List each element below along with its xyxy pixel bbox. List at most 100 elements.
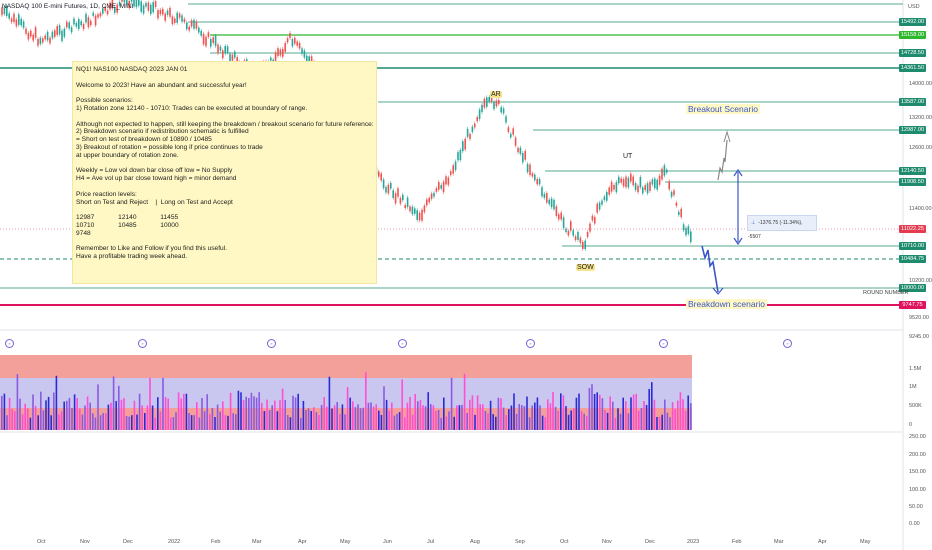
volume-bar [448, 411, 450, 430]
candle-body [630, 173, 632, 182]
candle-body [526, 163, 529, 173]
candle-body [1, 7, 3, 16]
volume-bar [518, 404, 520, 430]
candle-body [682, 224, 685, 231]
candle-body [306, 55, 308, 62]
volume-bar [437, 409, 440, 430]
volume-bar [159, 411, 162, 430]
volume-bar [474, 414, 476, 430]
volume-bar [513, 393, 515, 430]
candle-body [536, 178, 538, 185]
candle-body [399, 197, 402, 204]
candle-body [471, 126, 474, 132]
volume-bar [21, 414, 24, 430]
time-tick: Apr [818, 539, 827, 545]
volume-bar [471, 395, 474, 430]
candle-body [126, 0, 128, 5]
candle-body [423, 205, 426, 213]
price-tag: 13587.00 [899, 98, 926, 106]
volume-bar [14, 411, 16, 430]
volume-bar [690, 403, 692, 430]
candle-body [58, 25, 61, 35]
candle-body [406, 197, 409, 208]
volume-bar [105, 413, 107, 430]
candle-body [37, 38, 39, 46]
price-tag: 14361.50 [899, 64, 926, 72]
price-tick: 12600.00 [909, 145, 932, 151]
volume-bar [684, 410, 687, 430]
time-tick: Nov [602, 539, 612, 545]
volume-bar [339, 414, 341, 430]
candle-body [382, 179, 385, 189]
event-marker-icon[interactable]: » [138, 339, 147, 348]
candle-body [462, 141, 464, 152]
volume-bar [320, 404, 323, 430]
candle-body [610, 181, 613, 192]
volume-bar [375, 404, 377, 430]
breakdown-projection [701, 245, 719, 293]
candle-body [447, 177, 450, 185]
candle-body [277, 48, 279, 57]
price-range-tool[interactable]: ⊥ -1376.75 (-11.34%), -5507 [747, 215, 817, 240]
candle-body [418, 212, 421, 221]
volume-bar [245, 396, 247, 430]
volume-bar [63, 401, 65, 430]
event-marker-icon[interactable]: » [5, 339, 14, 348]
volume-bar [216, 404, 219, 430]
price-tag: 9747.75 [899, 301, 926, 309]
volume-bar [422, 405, 424, 430]
volume-bar [198, 417, 201, 430]
volume-bar [409, 396, 411, 430]
time-tick: Jul [427, 539, 435, 545]
candle-body [217, 44, 219, 54]
event-marker-icon[interactable]: » [659, 339, 668, 348]
volume-bar [206, 394, 208, 430]
time-tick: Mar [774, 539, 784, 545]
candle-body [198, 27, 200, 33]
volume-bar [679, 392, 682, 430]
current-price-tag: 11022.25 [899, 225, 926, 233]
volume-bar [432, 405, 435, 430]
volume-bar [552, 392, 554, 430]
candle-body [176, 12, 178, 23]
candle-body [183, 18, 186, 23]
event-marker-icon[interactable]: » [398, 339, 407, 348]
candle-body [534, 174, 536, 181]
volume-bar [120, 399, 123, 430]
volume-bar [162, 377, 164, 430]
volume-bar [450, 377, 453, 430]
volume-bar [29, 417, 32, 430]
candle-body [690, 231, 692, 243]
candle-body [104, 6, 106, 11]
candle-body [73, 18, 75, 25]
volume-bar [107, 404, 110, 430]
candle-body [145, 2, 147, 7]
volume-bar [138, 393, 141, 430]
candle-body [116, 4, 118, 13]
volume-bar [149, 377, 151, 430]
candle-body [133, 0, 135, 7]
indicator-tick: 0.00 [909, 521, 920, 527]
event-marker-icon[interactable]: » [526, 339, 535, 348]
analysis-note[interactable]: NQ1! NAS100 NASDAQ 2023 JAN 01 Welcome t… [72, 61, 377, 284]
candle-body [687, 226, 690, 234]
volume-bar [118, 385, 120, 430]
volume-bar [222, 401, 224, 430]
volume-bar [476, 395, 479, 430]
candle-body [661, 168, 663, 180]
volume-bar [544, 417, 546, 430]
volume-bar [367, 402, 370, 430]
candle-body [606, 191, 608, 201]
price-tag: 15158.00 [899, 31, 926, 39]
candle-body [548, 199, 550, 205]
volume-bar [279, 400, 281, 430]
candle-body [166, 10, 169, 15]
candle-body [577, 231, 579, 240]
volume-bar [456, 405, 458, 430]
event-marker-icon[interactable]: » [267, 339, 276, 348]
volume-tick: 1.5M [909, 366, 922, 372]
event-marker-icon[interactable]: » [783, 339, 792, 348]
volume-bar [622, 397, 624, 430]
volume-bar [580, 411, 583, 430]
